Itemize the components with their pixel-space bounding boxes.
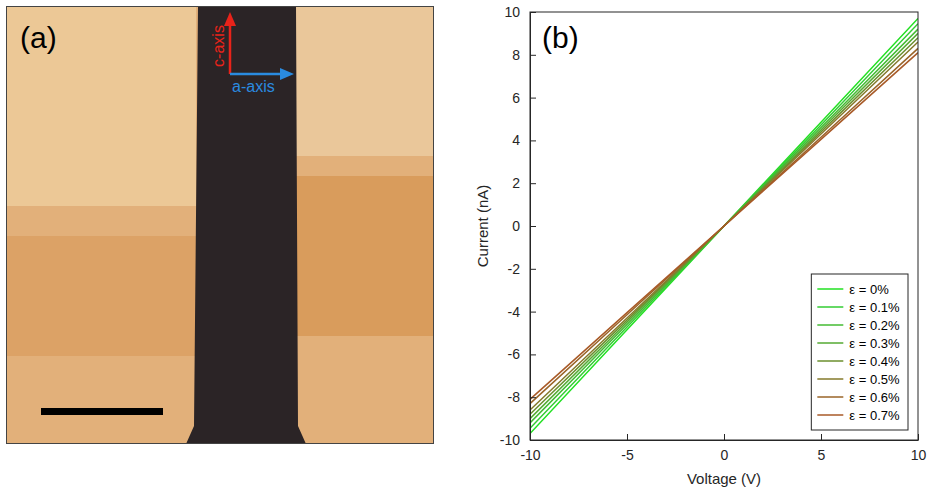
flake-region bbox=[296, 6, 434, 156]
arrow-head bbox=[224, 12, 236, 26]
tick-label: 8 bbox=[512, 47, 520, 63]
legend-swatch bbox=[817, 342, 843, 344]
tick-label: -10 bbox=[500, 432, 520, 448]
y-axis: -10 -8 -6 -4 -2 0 2 4 6 8 10 bbox=[500, 4, 536, 448]
tick-label: 10 bbox=[911, 447, 927, 463]
x-axis: -10 -5 0 5 10 bbox=[520, 434, 926, 463]
tick-label: -5 bbox=[621, 447, 634, 463]
tick-mark bbox=[530, 98, 536, 99]
series-line bbox=[530, 29, 918, 423]
arrow bbox=[230, 73, 282, 76]
tick-mark bbox=[821, 434, 822, 440]
panel-border bbox=[7, 7, 434, 444]
electrode-pad bbox=[6, 236, 196, 356]
tick: -4 bbox=[508, 304, 536, 320]
legend-label: ε = 0% bbox=[849, 282, 889, 297]
dark-channel bbox=[186, 6, 306, 444]
tick: 5 bbox=[818, 434, 826, 463]
tick-mark bbox=[724, 434, 725, 440]
tick-mark bbox=[627, 434, 628, 440]
tick-label: 10 bbox=[504, 4, 520, 20]
legend-label: ε = 0.4% bbox=[849, 354, 900, 369]
legend-label: ε = 0.6% bbox=[849, 390, 900, 405]
tick-label: 2 bbox=[512, 175, 520, 191]
legend-swatch bbox=[817, 324, 843, 326]
electrode-pad bbox=[296, 176, 434, 336]
arrow bbox=[229, 24, 232, 74]
tick: 2 bbox=[512, 175, 536, 191]
tick: -6 bbox=[508, 346, 536, 362]
flake-region bbox=[6, 6, 196, 206]
series-line bbox=[530, 53, 918, 400]
legend-swatch bbox=[817, 414, 843, 416]
tick: 10 bbox=[911, 434, 927, 463]
plot-frame bbox=[530, 12, 918, 440]
tick-label: 5 bbox=[818, 447, 826, 463]
arrow-head bbox=[280, 68, 294, 80]
tick-mark bbox=[530, 354, 536, 355]
tick: 6 bbox=[512, 90, 536, 106]
legend-label: ε = 0.3% bbox=[849, 336, 900, 351]
micrograph-panel: (a) c-axis a-axis bbox=[6, 6, 434, 444]
substrate bbox=[6, 6, 434, 444]
tick: 8 bbox=[512, 47, 536, 63]
legend-label: ε = 0.1% bbox=[849, 300, 900, 315]
legend-swatch bbox=[817, 396, 843, 398]
tick-label: -8 bbox=[508, 389, 521, 405]
tick-mark bbox=[530, 397, 536, 398]
legend-box bbox=[811, 274, 908, 430]
series-line bbox=[530, 38, 918, 415]
legend-label: ε = 0.5% bbox=[849, 372, 900, 387]
lines bbox=[530, 18, 918, 433]
x-axis-title: Voltage (V) bbox=[687, 470, 761, 487]
legend-swatch bbox=[817, 288, 843, 290]
legend-swatch bbox=[817, 378, 843, 380]
tick: -2 bbox=[508, 261, 536, 277]
arrow-label: a-axis bbox=[232, 78, 275, 95]
series-line bbox=[530, 42, 918, 410]
tick: -8 bbox=[508, 389, 536, 405]
tick-mark bbox=[530, 269, 536, 270]
tick-label: -4 bbox=[508, 304, 521, 320]
tick-mark bbox=[530, 55, 536, 56]
tick: 0 bbox=[512, 218, 536, 234]
figure: (a) c-axis a-axis -10 -5 0 5 10 -10 -8 -6 -4 -2 0 2 4 6 8… bbox=[0, 0, 941, 492]
tick-label: 0 bbox=[512, 218, 520, 234]
legend-label: ε = 0.2% bbox=[849, 318, 900, 333]
legend: ε = 0% ε = 0.1% ε = 0.2% ε = 0.3% ε = 0.4% ε … bbox=[811, 274, 908, 430]
plot-background bbox=[530, 12, 918, 440]
tick-label: -6 bbox=[508, 346, 521, 362]
tick-mark bbox=[530, 226, 536, 227]
arrow-label: c-axis bbox=[210, 25, 227, 67]
tick-mark bbox=[530, 140, 536, 141]
tick: 0 bbox=[721, 434, 729, 463]
tick: 4 bbox=[512, 132, 536, 148]
tick-label: -10 bbox=[520, 447, 540, 463]
series-line bbox=[530, 33, 918, 418]
legend-swatch bbox=[817, 306, 843, 308]
tick-mark bbox=[530, 312, 536, 313]
y-axis-title: Current (nA) bbox=[474, 185, 491, 268]
legend-label: ε = 0.7% bbox=[849, 408, 900, 423]
series-line bbox=[530, 18, 918, 433]
panel-label: (b) bbox=[542, 21, 579, 54]
series-line bbox=[530, 24, 918, 428]
scale-bar bbox=[41, 408, 163, 415]
legend-swatch bbox=[817, 360, 843, 362]
panel-label: (a) bbox=[20, 21, 57, 54]
tick-label: 0 bbox=[721, 447, 729, 463]
tick-mark bbox=[530, 183, 536, 184]
tick-label: 4 bbox=[512, 132, 520, 148]
series-line bbox=[530, 48, 918, 403]
tick-label: 6 bbox=[512, 90, 520, 106]
tick-label: -2 bbox=[508, 261, 521, 277]
tick: -5 bbox=[621, 434, 634, 463]
